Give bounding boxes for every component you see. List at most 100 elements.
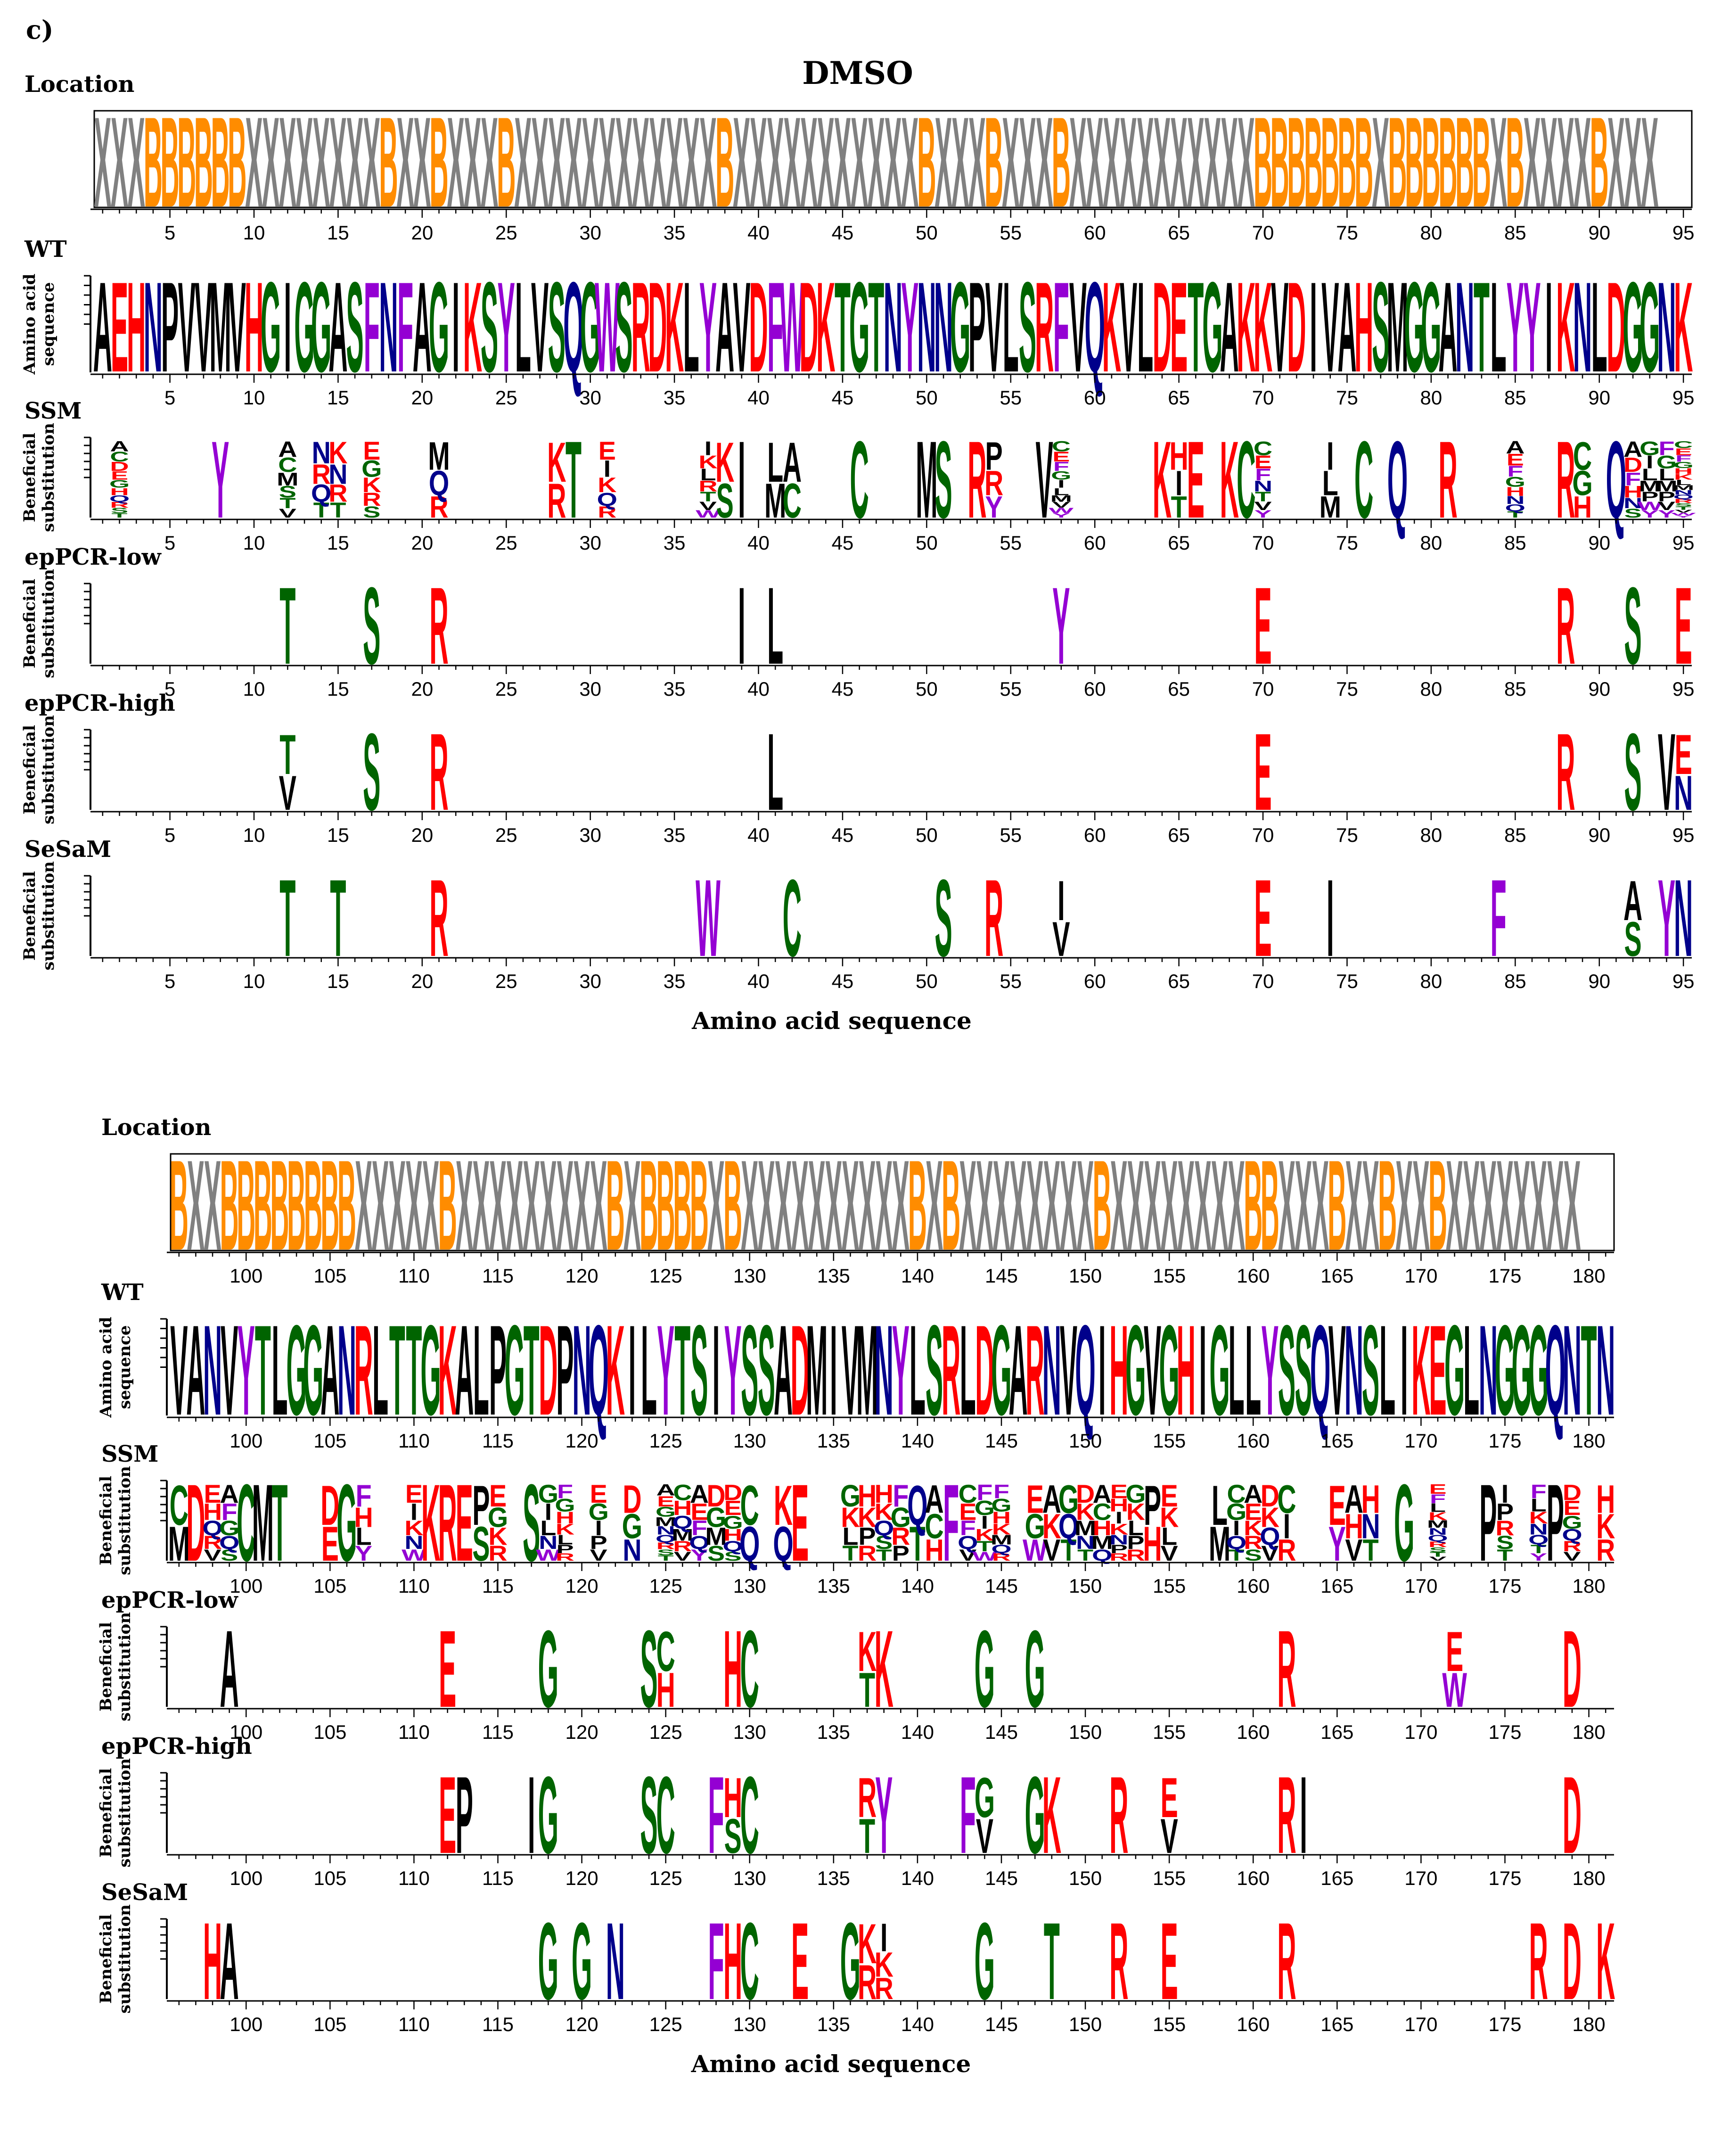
ssm-glyph-126-M: M: [672, 1526, 693, 1544]
ssm-glyph-58-I: I: [1057, 478, 1065, 490]
ssm-glyph-175-I: I: [1501, 1479, 1508, 1508]
y-axis-label-line2: substitution: [39, 569, 58, 678]
x-tick-label-105: 105: [313, 1430, 346, 1452]
x-tick-label-170: 170: [1404, 2013, 1437, 2035]
ssm-glyph-107-F: F: [356, 1479, 372, 1514]
ssm-glyph-151-H: H: [1093, 1516, 1112, 1539]
ssm-glyph-152-H: H: [1109, 1496, 1128, 1516]
ssm-glyph-128-M: M: [705, 1523, 727, 1550]
ssm-glyph-95-N: N: [1674, 489, 1693, 496]
ssm-glyph-70-C: C: [1254, 437, 1272, 460]
ssm-glyph-93-W: W: [1637, 500, 1662, 513]
ssm-glyph-179-G: G: [1562, 1512, 1582, 1533]
ssm-glyph-171-L: L: [1430, 1501, 1446, 1514]
ssm-glyph-2-Q: Q: [109, 494, 130, 504]
ssm-glyph-99-S: S: [221, 1546, 238, 1564]
ssm-glyph-167-T: T: [1363, 1533, 1379, 1567]
wt-residue-169: I: [1401, 1298, 1408, 1442]
x-tick-label-115: 115: [482, 1430, 514, 1452]
ssm-glyph-95-Y: Y: [1675, 515, 1692, 518]
ssm-glyph-154-P: P: [1144, 1474, 1161, 1537]
ssm-glyph-115-E: E: [489, 1479, 507, 1514]
x-tick-label-160: 160: [1237, 1867, 1270, 1889]
x-tick-label-40: 40: [747, 824, 770, 846]
ssm-glyph-85-Q: Q: [1505, 502, 1525, 513]
x-tick-label-5: 5: [164, 532, 175, 554]
x-tick-label-70: 70: [1252, 387, 1274, 409]
x-tick-label-145: 145: [985, 1575, 1018, 1597]
x-tick-label-95: 95: [1672, 678, 1695, 700]
x-tick-label-135: 135: [817, 1721, 850, 1743]
ssm-glyph-175-P: P: [1496, 1499, 1514, 1525]
ephigh-glyph-144-G: G: [975, 1766, 995, 1829]
ssm-glyph-118-L: L: [540, 1516, 556, 1539]
ssm-glyph-92-H: H: [1623, 483, 1642, 501]
x-tick-label-50: 50: [916, 532, 938, 554]
ssm-glyph-171-R: R: [1428, 1540, 1447, 1549]
ssm-glyph-145-R: R: [992, 1551, 1011, 1563]
x-tick-label-40: 40: [747, 970, 770, 992]
ssm-glyph-96-C: C: [170, 1474, 189, 1537]
x-tick-label-125: 125: [649, 1867, 682, 1889]
x-tick-label-175: 175: [1488, 1721, 1521, 1743]
ssm-glyph-14-Q: Q: [311, 480, 331, 507]
x-tick-label-150: 150: [1069, 1867, 1102, 1889]
ssm-glyph-2-C: C: [110, 449, 129, 464]
x-tick-label-55: 55: [1000, 970, 1022, 992]
ssm-glyph-107-L: L: [356, 1523, 372, 1550]
ssm-glyph-158-L: L: [1212, 1474, 1228, 1537]
track-name-ephigh: epPCR-high: [25, 690, 175, 716]
track-name-sesam: SeSaM: [101, 1879, 188, 1906]
x-tick-label-150: 150: [1069, 2013, 1102, 2035]
ssm-glyph-17-K: K: [362, 473, 382, 496]
ssm-glyph-166-V: V: [1345, 1533, 1362, 1567]
track-name-eplow: epPCR-low: [25, 544, 162, 570]
ssm-glyph-181-R: R: [1596, 1533, 1615, 1567]
y-axis-label-line1: Beneficial: [20, 725, 39, 815]
ssm-glyph-85-G: G: [1505, 475, 1525, 490]
ssm-glyph-148-A: A: [1042, 1477, 1061, 1522]
y-axis-label-line2: substitution: [115, 1904, 134, 2014]
panel-label: c): [26, 15, 53, 45]
ssm-glyph-58-Y: Y: [1052, 512, 1070, 519]
x-tick-label-150: 150: [1069, 1430, 1102, 1452]
x-tick-label-105: 105: [313, 1265, 346, 1287]
ssm-glyph-85-E: E: [1507, 451, 1524, 469]
ssm-glyph-31-R: R: [598, 503, 616, 521]
ssm-glyph-151-A: A: [1093, 1479, 1112, 1508]
x-tick-label-10: 10: [243, 824, 265, 846]
ssm-glyph-54-P: P: [985, 434, 1003, 478]
ssm-glyph-119-H: H: [556, 1508, 574, 1527]
ssm-glyph-118-I: I: [545, 1499, 552, 1525]
x-tick-label-50: 50: [916, 824, 938, 846]
ssm-glyph-2-A: A: [110, 438, 129, 454]
x-tick-label-70: 70: [1252, 970, 1274, 992]
x-tick-label-110: 110: [398, 2013, 430, 2035]
x-tick-label-165: 165: [1320, 1867, 1353, 1889]
ssm-glyph-121-I: I: [595, 1516, 602, 1539]
ssm-glyph-179-R: R: [1563, 1538, 1582, 1555]
ssm-glyph-39-I: I: [738, 419, 745, 541]
ssm-glyph-99-A: A: [220, 1479, 239, 1508]
location-frame: [93, 110, 1693, 208]
ssm-glyph-93-L: L: [1642, 465, 1658, 484]
x-tick-label-55: 55: [1000, 222, 1022, 244]
x-tick-label-170: 170: [1404, 1867, 1437, 1889]
x-tick-label-65: 65: [1168, 222, 1190, 244]
x-tick-label-120: 120: [566, 2013, 598, 2035]
x-tick-label-180: 180: [1573, 2013, 1606, 2035]
x-tick-label-160: 160: [1237, 1430, 1270, 1452]
ssm-glyph-123-D: D: [623, 1477, 641, 1522]
eplow-glyph-172-E: E: [1446, 1620, 1463, 1683]
x-tick-label-155: 155: [1153, 1430, 1186, 1452]
x-tick-label-155: 155: [1153, 1867, 1186, 1889]
ssm-glyph-127-E: E: [690, 1499, 708, 1525]
ssm-glyph-85-F: F: [1507, 463, 1523, 480]
x-tick-label-120: 120: [566, 1430, 598, 1452]
ssm-glyph-126-C: C: [673, 1480, 692, 1505]
eplow-glyph-137-K: K: [858, 1620, 877, 1683]
ssm-glyph-155-L: L: [1161, 1523, 1177, 1550]
ssm-glyph-159-C: C: [1227, 1479, 1246, 1508]
